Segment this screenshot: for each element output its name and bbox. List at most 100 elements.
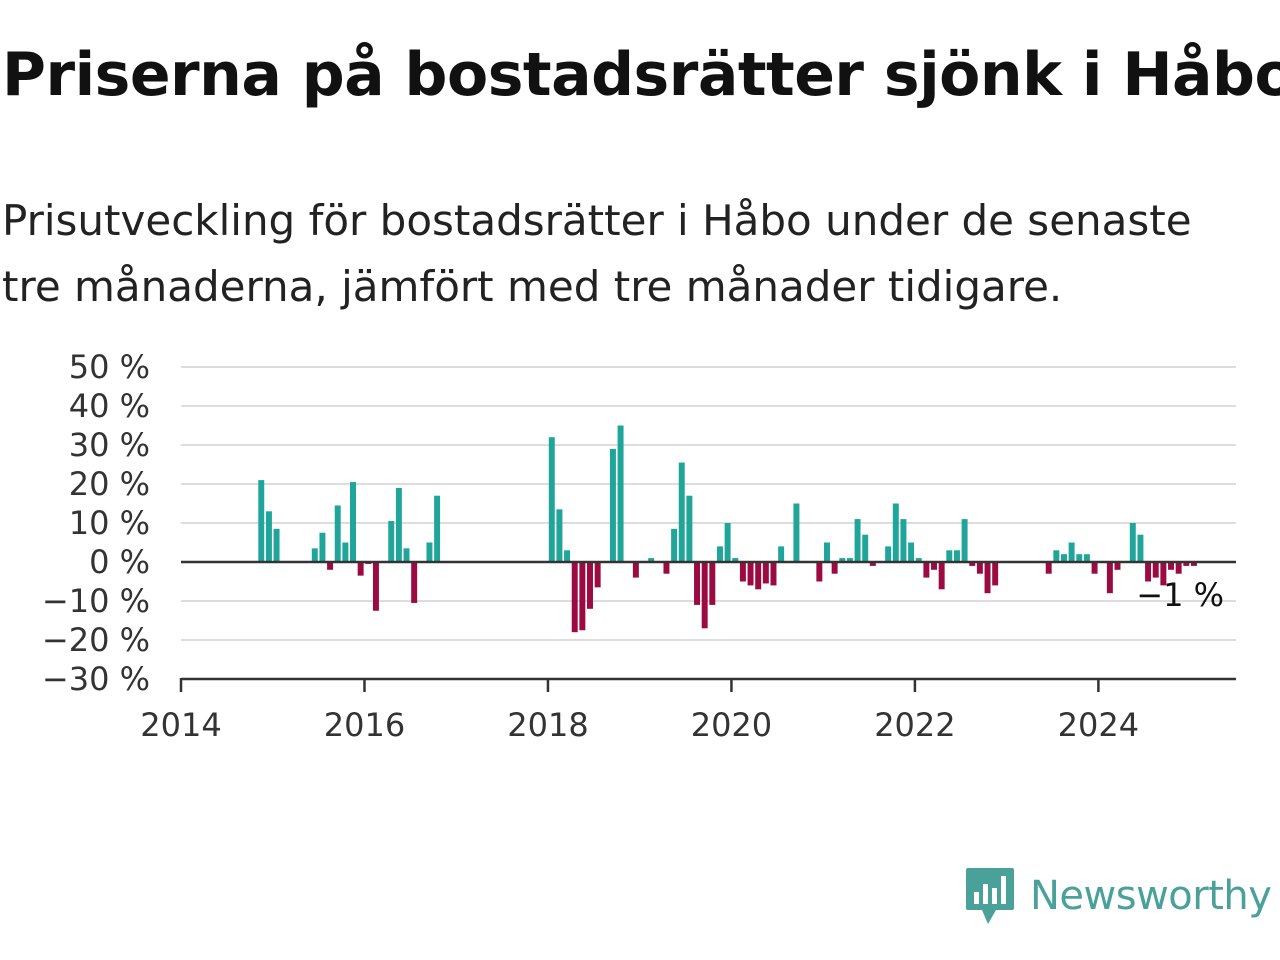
x-tick-label: 2024 (1058, 706, 1139, 744)
bar (984, 562, 991, 594)
bar (1053, 550, 1060, 562)
x-tick-label: 2020 (691, 706, 772, 744)
grid-lines (181, 366, 1236, 641)
bar (961, 519, 968, 562)
bar (372, 562, 379, 611)
bar (579, 562, 586, 631)
bar (319, 532, 326, 562)
bar (334, 505, 341, 562)
bar (273, 528, 280, 562)
bar (1129, 523, 1136, 562)
bar (931, 562, 937, 570)
y-axis-ticks: 50 %40 %30 %20 %10 %0 %−10 %−20 %−30 % (42, 348, 150, 698)
bar (976, 562, 983, 574)
chart-title: Priserna på bostadsrätter sjönk i Håbo (2, 40, 1280, 110)
bar (1114, 562, 1121, 570)
bars (258, 425, 1197, 633)
bar (1045, 562, 1052, 574)
x-tick-label: 2018 (507, 706, 588, 744)
y-tick-label: 40 % (69, 387, 150, 425)
bar (1083, 554, 1090, 562)
bar (564, 550, 571, 562)
bar (632, 562, 639, 578)
bar (1160, 562, 1167, 586)
bar (793, 503, 800, 562)
x-axis: 2014 2016 2018 2020 2022 2024 (140, 560, 1236, 744)
bar (265, 511, 272, 562)
bar (617, 425, 624, 562)
bar (648, 558, 655, 562)
newsworthy-logo-icon (966, 868, 1014, 924)
bar (816, 562, 823, 582)
y-tick-label: 0 % (89, 543, 150, 581)
bar (411, 562, 418, 603)
last-value-annotation: −1 % (1136, 576, 1224, 614)
bar (747, 562, 754, 586)
bar (846, 558, 853, 562)
chart-subtitle: Prisutveckling för bostadsrätter i Håbo … (2, 196, 1192, 311)
bar (709, 562, 716, 605)
bar (701, 562, 708, 629)
newsworthy-logo: Newsworthy (964, 866, 1272, 926)
bar (1152, 562, 1159, 578)
bar (969, 562, 976, 566)
bar (824, 542, 830, 562)
bar-chart: 50 %40 %30 %20 %10 %0 %−10 %−20 %−30 % 2… (42, 348, 1236, 744)
bar (739, 562, 746, 582)
bar (900, 519, 907, 562)
bar (686, 495, 693, 562)
bar (892, 503, 899, 562)
bar (885, 546, 892, 562)
bar (1137, 534, 1144, 562)
bar (716, 546, 723, 562)
bar (732, 558, 739, 562)
bar (938, 562, 945, 590)
bar (839, 558, 846, 562)
bar (923, 562, 930, 578)
bar (1106, 562, 1113, 594)
bar (1145, 562, 1152, 582)
bar (854, 519, 861, 562)
x-tick-label: 2022 (874, 706, 955, 744)
bar (770, 562, 777, 586)
bar (556, 509, 563, 562)
bar (327, 562, 334, 570)
bar (571, 562, 578, 633)
bar (1168, 562, 1174, 570)
y-tick-label: −20 % (42, 621, 150, 659)
brand-name: Newsworthy (1030, 873, 1272, 919)
bar (694, 562, 701, 605)
bar (311, 548, 318, 562)
y-tick-label: −10 % (42, 582, 150, 620)
y-tick-label: 50 % (69, 348, 150, 386)
x-tick-label: 2014 (140, 706, 221, 744)
bar (434, 495, 441, 562)
bar (350, 482, 356, 562)
bar (831, 562, 838, 574)
bar (1068, 542, 1075, 562)
bar (357, 562, 364, 576)
bar (1183, 562, 1190, 566)
bar (946, 550, 953, 562)
bar (1076, 554, 1083, 562)
y-tick-label: −30 % (42, 660, 150, 698)
bar (1061, 554, 1067, 562)
bar (395, 487, 402, 562)
y-tick-label: 10 % (69, 504, 150, 542)
bar (426, 542, 433, 562)
x-tick-label: 2016 (324, 706, 405, 744)
bar (908, 542, 915, 562)
bar (869, 562, 876, 566)
bar (915, 558, 922, 562)
bar (587, 562, 593, 609)
bar (1190, 562, 1197, 566)
y-tick-label: 20 % (69, 465, 150, 503)
bar (778, 546, 785, 562)
bar (992, 562, 999, 586)
bar (663, 562, 670, 574)
bar (678, 462, 685, 562)
bar (1175, 562, 1182, 574)
bar (724, 523, 731, 562)
bar (609, 448, 616, 562)
bar (548, 437, 555, 562)
